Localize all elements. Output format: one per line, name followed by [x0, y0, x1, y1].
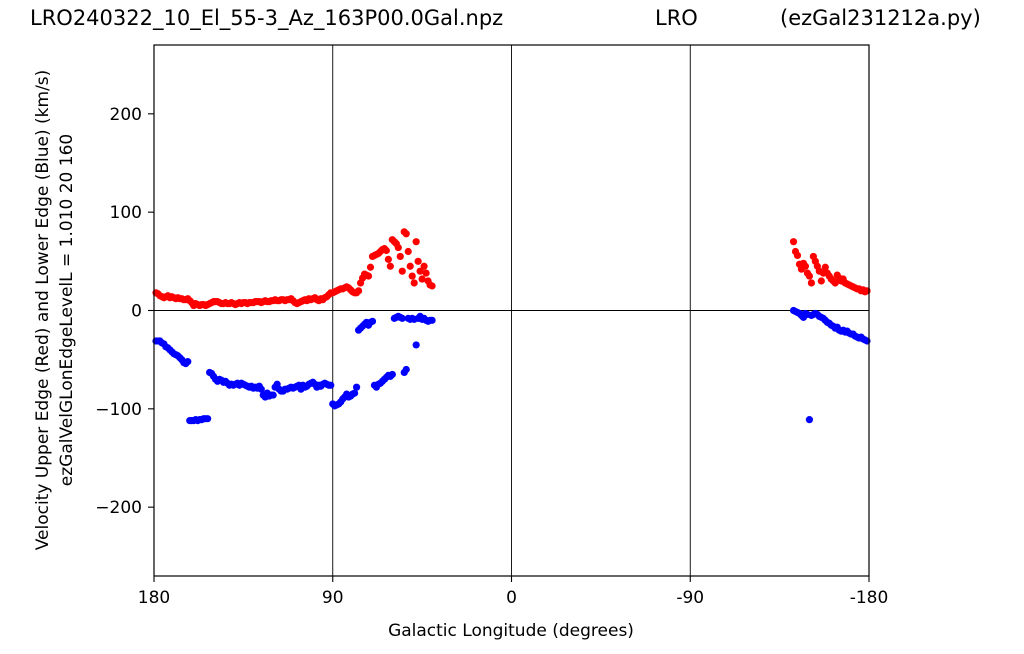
x-tick-label: 180 [138, 588, 170, 608]
upper-edge-point [789, 238, 798, 246]
upper-edge-point [414, 257, 422, 265]
upper-edge-point [406, 262, 414, 270]
lower-edge-point [428, 316, 436, 324]
upper-edge-point [354, 287, 363, 295]
upper-edge-point [404, 247, 412, 256]
upper-edge-point [416, 267, 424, 275]
y-axis-label-line2: ezGalVelGLonEdgeLevelL = 1.010 20 160 [57, 134, 77, 486]
upper-edge-point [831, 279, 839, 287]
y-tick-label: 0 [131, 302, 142, 322]
lower-edge-point [402, 365, 410, 374]
upper-edge-point [410, 279, 418, 287]
lower-edge-point [388, 370, 396, 379]
upper-edge-point [394, 243, 402, 252]
lower-edge-point [352, 383, 361, 391]
upper-edge-point [408, 272, 416, 280]
y-tick-label: −200 [95, 498, 142, 518]
lower-edge-point [184, 358, 192, 366]
lower-edge-point [412, 341, 420, 349]
x-axis-label: Galactic Longitude (degrees) [388, 621, 634, 641]
lower-edge-point [805, 416, 814, 424]
upper-edge-point [418, 275, 426, 283]
x-tick-label: 90 [322, 588, 344, 608]
upper-edge-point [821, 263, 829, 271]
lower-edge-point [327, 381, 335, 389]
upper-edge-point [801, 262, 810, 270]
upper-edge-point [412, 238, 420, 246]
upper-edge-point [364, 272, 373, 280]
upper-edge-point [805, 272, 814, 280]
lower-edge-point [257, 385, 265, 393]
y-tick-label: −100 [95, 400, 142, 420]
upper-edge-point [428, 282, 436, 290]
chart-title-filename: LRO240322_10_El_55-3_Az_163P00.0Gal.npz [30, 6, 504, 30]
upper-edge-point [793, 251, 802, 260]
x-tick-label: 0 [506, 588, 517, 608]
upper-edge-point [807, 279, 816, 287]
y-axis-ticks: 200 100 0 −100 −200 [95, 105, 154, 518]
lower-edge-point [204, 415, 212, 423]
upper-edge-point [420, 262, 428, 270]
upper-edge-point [366, 263, 375, 271]
upper-edge-series [152, 228, 871, 310]
lower-edge-series [152, 306, 871, 425]
chart-title-script: (ezGal231212a.py) [780, 6, 981, 30]
lower-edge-point [398, 314, 406, 322]
lower-edge-point [350, 389, 359, 397]
chart-title-station: LRO [655, 6, 698, 30]
upper-edge-point [382, 246, 390, 255]
y-tick-label: 200 [110, 105, 142, 125]
lower-edge-point [368, 317, 377, 325]
y-tick-label: 100 [110, 203, 142, 223]
upper-edge-point [398, 267, 406, 275]
y-axis-label-line1: Velocity Upper Edge (Red) and Lower Edge… [33, 70, 53, 551]
upper-edge-point [422, 269, 430, 277]
upper-edge-point [402, 230, 410, 238]
upper-edge-point [386, 262, 394, 270]
reference-lines [154, 45, 869, 576]
x-tick-label: -90 [676, 588, 704, 608]
upper-edge-point [396, 252, 404, 261]
lower-edge-point [269, 391, 277, 399]
x-tick-label: -180 [850, 588, 889, 608]
x-axis-ticks: 180 90 0 -90 -180 [138, 576, 889, 608]
upper-edge-point [384, 255, 392, 263]
upper-edge-point [817, 277, 825, 285]
